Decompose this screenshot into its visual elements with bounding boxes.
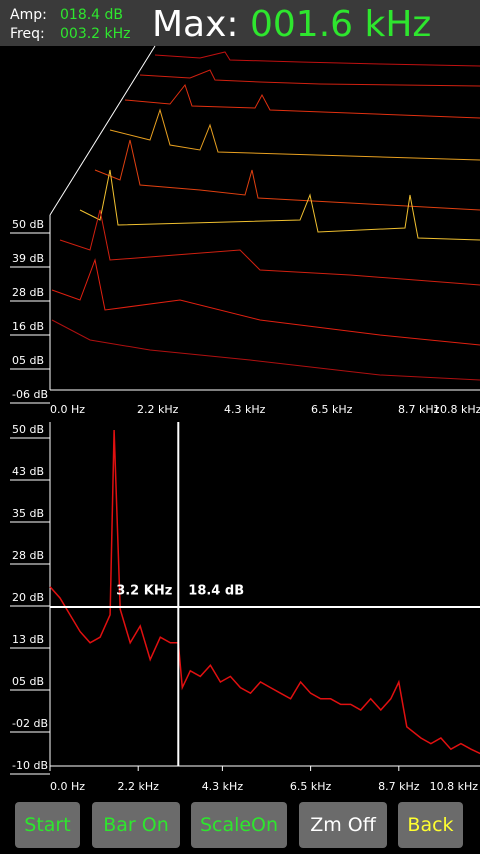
bar-button[interactable]: Bar On: [92, 802, 180, 848]
y-tick-label: 20 dB: [12, 591, 44, 604]
y-tick-label: -10 dB: [12, 759, 48, 772]
waterfall-y-label: 28 dB: [12, 286, 44, 299]
spectrum-line: [49, 429, 480, 755]
y-tick-label: 43 dB: [12, 465, 44, 478]
waterfall-x-label: 8.7 kHz: [398, 403, 440, 416]
waterfall-y-label: -06 dB: [12, 388, 48, 401]
y-tick-label: 05 dB: [12, 675, 44, 688]
waterfall-y-label: 50 dB: [12, 218, 44, 231]
max-value: 001.6 kHz: [250, 4, 431, 45]
waterfall-x-label: 2.2 kHz: [137, 403, 179, 416]
waterfall-x-label: 4.3 kHz: [224, 403, 266, 416]
y-tick-label: -02 dB: [12, 717, 48, 730]
amp-value: 018.4 dB: [60, 7, 123, 23]
y-tick-label: 50 dB: [12, 423, 44, 436]
cursor-x-label: 3.2 KHz: [116, 583, 172, 598]
start-button[interactable]: Start: [15, 802, 80, 848]
amp-label: Amp:: [10, 7, 47, 23]
x-tick-label: 10.8 kHz: [430, 780, 479, 793]
y-tick-label: 28 dB: [12, 549, 44, 562]
freq-label: Freq:: [10, 26, 45, 42]
screen: Amp: 018.4 dB Freq: 003.2 kHz Max: 001.6…: [0, 0, 480, 793]
freq-value: 003.2 kHz: [60, 26, 131, 42]
x-tick-label: 6.5 kHz: [290, 780, 332, 793]
y-tick-label: 35 dB: [12, 507, 44, 520]
x-tick-label: 4.3 kHz: [202, 780, 244, 793]
x-tick-label: 0.0 Hz: [50, 780, 85, 793]
waterfall-y-label: 39 dB: [12, 252, 44, 265]
y-tick-label: 13 dB: [12, 633, 44, 646]
cursor-y-label: 18.4 dB: [188, 583, 244, 598]
x-tick-label: 2.2 kHz: [118, 780, 160, 793]
back-button[interactable]: Back: [398, 802, 463, 848]
x-tick-label: 8.7 kHz: [378, 780, 420, 793]
scale-button[interactable]: ScaleOn: [191, 802, 287, 848]
waterfall-y-label: 16 dB: [12, 320, 44, 333]
waterfall: [49, 45, 480, 391]
waterfall-y-label: 05 dB: [12, 354, 44, 367]
header-bar: [0, 0, 480, 46]
waterfall-x-label: 10.8 kHz: [433, 403, 480, 416]
waterfall-x-label: 6.5 kHz: [311, 403, 353, 416]
zoom-button[interactable]: Zm Off: [299, 802, 387, 848]
max-label: Max:: [152, 4, 239, 45]
waterfall-x-label: 0.0 Hz: [50, 403, 85, 416]
